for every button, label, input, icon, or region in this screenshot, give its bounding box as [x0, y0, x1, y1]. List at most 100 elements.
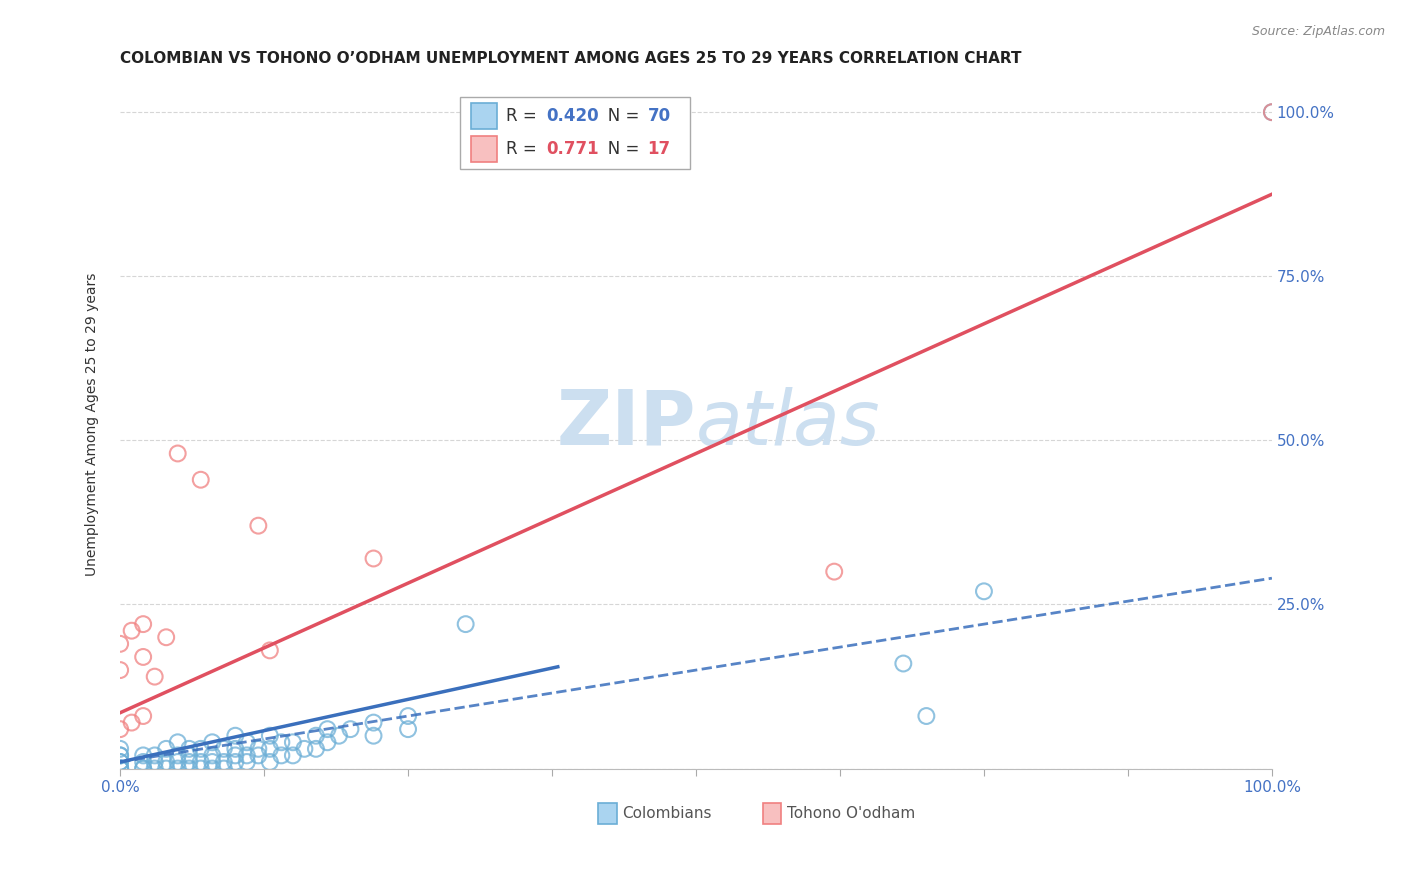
Point — [132, 709, 155, 723]
Point — [108, 748, 131, 763]
Point — [201, 748, 224, 763]
Point — [1261, 105, 1284, 120]
Point — [891, 657, 914, 671]
Point — [973, 584, 995, 599]
Point — [201, 735, 224, 749]
Point — [305, 729, 328, 743]
Point — [201, 762, 224, 776]
Point — [179, 755, 201, 769]
Text: N =: N = — [592, 140, 645, 159]
Point — [281, 748, 304, 763]
Point — [259, 643, 281, 657]
Point — [121, 624, 143, 638]
Point — [259, 729, 281, 743]
Point — [316, 722, 339, 736]
Point — [212, 742, 235, 756]
Text: 17: 17 — [648, 140, 671, 159]
Point — [363, 715, 385, 730]
Point — [132, 762, 155, 776]
Point — [270, 735, 292, 749]
Point — [132, 748, 155, 763]
Point — [823, 565, 845, 579]
Text: N =: N = — [592, 107, 645, 125]
Point — [166, 762, 188, 776]
Point — [328, 729, 350, 743]
Point — [108, 762, 131, 776]
Point — [281, 735, 304, 749]
Text: R =: R = — [506, 140, 541, 159]
Point — [143, 762, 166, 776]
Point — [915, 709, 938, 723]
Point — [190, 755, 212, 769]
Point — [143, 670, 166, 684]
Point — [1261, 105, 1284, 120]
Point — [224, 748, 246, 763]
Text: COLOMBIAN VS TOHONO O’ODHAM UNEMPLOYMENT AMONG AGES 25 TO 29 YEARS CORRELATION C: COLOMBIAN VS TOHONO O’ODHAM UNEMPLOYMENT… — [120, 51, 1022, 66]
Point — [236, 755, 259, 769]
Text: Colombians: Colombians — [623, 805, 711, 821]
Point — [166, 446, 188, 460]
Point — [236, 748, 259, 763]
Point — [294, 742, 316, 756]
Point — [155, 762, 177, 776]
Point — [396, 709, 419, 723]
Point — [155, 630, 177, 644]
Point — [259, 742, 281, 756]
Point — [121, 715, 143, 730]
Point — [247, 518, 270, 533]
Point — [179, 742, 201, 756]
Point — [179, 762, 201, 776]
Point — [363, 551, 385, 566]
Point — [166, 755, 188, 769]
Point — [212, 762, 235, 776]
Point — [132, 617, 155, 632]
Point — [305, 742, 328, 756]
Text: ZIP: ZIP — [557, 387, 696, 461]
Point — [108, 748, 131, 763]
Point — [132, 762, 155, 776]
Point — [236, 735, 259, 749]
Point — [155, 742, 177, 756]
Point — [108, 762, 131, 776]
Point — [108, 762, 131, 776]
Point — [190, 762, 212, 776]
Point — [212, 755, 235, 769]
Text: 0.771: 0.771 — [547, 140, 599, 159]
Point — [247, 742, 270, 756]
Bar — [763, 803, 782, 823]
Text: 70: 70 — [648, 107, 671, 125]
Bar — [471, 136, 496, 162]
Point — [166, 735, 188, 749]
Point — [224, 742, 246, 756]
Point — [143, 748, 166, 763]
Point — [155, 755, 177, 769]
Text: 0.420: 0.420 — [547, 107, 599, 125]
Bar — [598, 803, 617, 823]
Point — [166, 748, 188, 763]
Point — [396, 722, 419, 736]
Point — [132, 649, 155, 664]
Point — [143, 755, 166, 769]
Y-axis label: Unemployment Among Ages 25 to 29 years: Unemployment Among Ages 25 to 29 years — [86, 272, 100, 575]
Point — [190, 742, 212, 756]
Point — [108, 755, 131, 769]
Point — [270, 748, 292, 763]
Point — [179, 748, 201, 763]
Point — [224, 755, 246, 769]
Point — [190, 473, 212, 487]
Point — [316, 735, 339, 749]
Point — [108, 762, 131, 776]
Point — [108, 755, 131, 769]
Point — [108, 663, 131, 677]
Point — [201, 755, 224, 769]
Text: R =: R = — [506, 107, 541, 125]
Point — [108, 742, 131, 756]
Text: Source: ZipAtlas.com: Source: ZipAtlas.com — [1251, 25, 1385, 38]
Point — [108, 637, 131, 651]
Point — [259, 755, 281, 769]
Text: Tohono O'odham: Tohono O'odham — [787, 805, 915, 821]
Point — [339, 722, 361, 736]
Bar — [471, 103, 496, 129]
Point — [224, 729, 246, 743]
FancyBboxPatch shape — [460, 96, 690, 169]
